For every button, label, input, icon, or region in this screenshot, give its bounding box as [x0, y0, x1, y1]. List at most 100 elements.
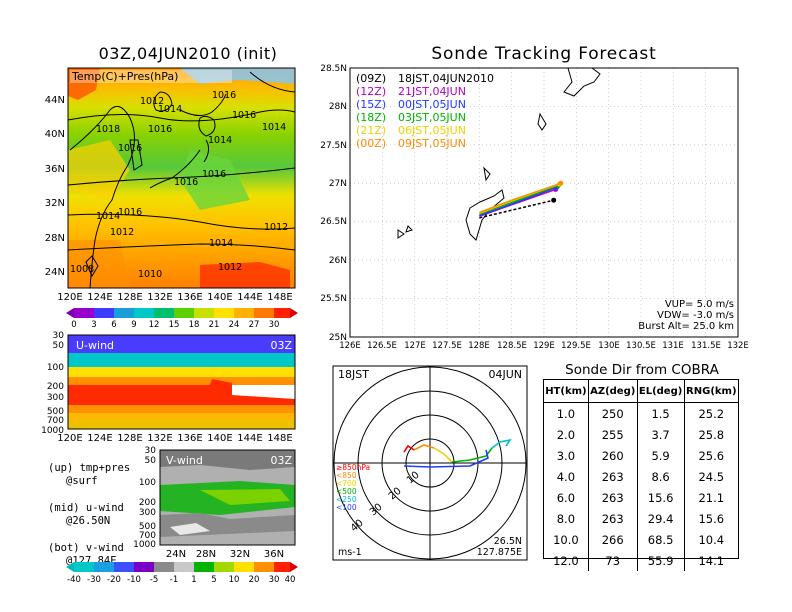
colorbar-label: 21 — [209, 320, 220, 330]
colorbar-label: -20 — [107, 575, 121, 585]
cell-az: 263 — [587, 487, 638, 508]
cell-ht: 3.0 — [556, 448, 576, 463]
vdw-text: VDW= -3.0 m/s — [657, 310, 734, 321]
cell-az: 263 — [587, 466, 638, 487]
tracking-title: Sonde Tracking Forecast — [431, 44, 657, 64]
isobar-label: 1012 — [218, 262, 242, 273]
lon-label: 136E — [177, 292, 202, 303]
cell-rng: 25.8 — [683, 424, 738, 445]
cell-rng: 25.2 — [683, 402, 738, 424]
vwind-y-labels: 30 50 100 200 300 500 700 1000 — [133, 446, 156, 550]
colorbar-label: -30 — [87, 575, 101, 585]
uwind-x-labels: 120E 124E 128E 132E 136E 140E 144E 148E — [57, 433, 292, 444]
colorbar-label: 18 — [189, 320, 200, 330]
table-header-row: HT(km) AZ(deg) EL(deg) RNG(km) — [544, 380, 738, 403]
colorbar-label: 6 — [111, 320, 116, 330]
lon-label: 127E — [404, 341, 426, 351]
lon-label: 129E — [533, 341, 555, 351]
land-region — [68, 140, 130, 200]
colorbar-label: 15 — [169, 320, 180, 330]
vwind-x-labels: 24N 28N 32N 36N — [166, 549, 284, 560]
trajectory-line — [479, 199, 554, 219]
colorbar-label: 27 — [249, 320, 260, 330]
colorbar-label: -1 — [170, 575, 178, 585]
table-title: Sonde Dir from COBRA — [565, 362, 719, 378]
cell-el: 8.6 — [636, 466, 685, 487]
pressure-legend-item: <500 — [336, 487, 357, 496]
trajectory-line — [479, 184, 559, 215]
lon-label: 148E — [267, 292, 292, 303]
y-label: 100 — [139, 478, 156, 488]
y-label: 1000 — [133, 540, 156, 550]
polar-pressure-legend: ≥850hPa <850 <700 <500 <250 <100 — [336, 463, 370, 512]
x-label: 120E — [57, 433, 82, 444]
x-label: 24N — [166, 549, 186, 560]
isobars — [67, 71, 296, 251]
y-label: 50 — [145, 456, 157, 466]
isobar-label: 1018 — [96, 124, 120, 135]
legend-time: 18JST,04JUN2010 — [398, 72, 494, 85]
lon-label: 120E — [57, 292, 82, 303]
colorbar-label: -10 — [127, 575, 141, 585]
lon-label: 128E — [468, 341, 490, 351]
lat-label: 44N — [45, 95, 65, 106]
y-label: 500 — [47, 407, 64, 417]
lon-label: 140E — [207, 292, 232, 303]
cell-rng: 15.6 — [683, 508, 738, 529]
cell-rng: 10.4 — [683, 529, 738, 550]
legend-time: 06JST,05JUN — [398, 124, 466, 137]
cell-el: 29.4 — [636, 508, 685, 529]
lon-label: 132E — [727, 341, 749, 351]
legend-code: (09Z) — [356, 72, 386, 85]
init-map-frame — [67, 67, 296, 289]
uwind-time: 03Z — [270, 339, 292, 352]
lat-label: 28N — [45, 233, 65, 244]
cell-rng: 24.5 — [683, 466, 738, 487]
polar-time: 18JST — [338, 368, 369, 381]
vwind-region — [200, 489, 290, 505]
lon-label: 126E — [339, 341, 361, 351]
tracking-lat-labels: 28.5N 28N 27.5N 27N 26.5N 26N 25.5N 25N — [320, 64, 347, 343]
isobar-label: 1016 — [212, 90, 236, 101]
vup-text: VUP= 5.0 m/s — [665, 299, 734, 310]
colorbar-label: 0 — [71, 320, 76, 330]
x-label: 132E — [147, 433, 172, 444]
colorbar-label: 40 — [285, 575, 296, 585]
hot-region — [200, 262, 290, 288]
vwind-panel: V-wind 03Z 30 50 100 200 300 500 700 100… — [66, 446, 298, 585]
colorbar-label: 9 — [131, 320, 136, 330]
colorbar-label: 10 — [229, 575, 240, 585]
isobar-label: 1016 — [148, 124, 172, 135]
cell-el: 3.7 — [636, 424, 685, 445]
lon-label: 144E — [237, 292, 262, 303]
pressure-legend-item: ≥850hPa — [336, 463, 370, 472]
tracking-frame — [349, 67, 739, 338]
isobar-label: 1016 — [118, 143, 142, 154]
legend-time: 00JST,05JUN — [398, 98, 466, 111]
lon-label: 124E — [87, 292, 112, 303]
tracking-map: 28.5N 28N 27.5N 27N 26.5N 26N 25.5N 25N … — [320, 64, 749, 351]
isobar-label: 1012 — [140, 96, 164, 107]
x-label: 144E — [237, 433, 262, 444]
temp-colorbar — [66, 308, 298, 318]
colorbar-label: -5 — [150, 575, 158, 585]
cell-az: 263 — [587, 508, 638, 529]
wind-colorbar — [66, 562, 298, 572]
colorbar-label: 30 — [269, 575, 280, 585]
lon-label: 131.5E — [691, 341, 721, 351]
cell-rng: 25.6 — [683, 445, 738, 466]
tracking-legend: (09Z) 18JST,04JUN2010 (12Z) 21JST,04JUN … — [356, 72, 494, 150]
uwind-y-labels: 30 50 100 200 300 500 700 1000 — [41, 331, 64, 436]
pressure-legend-item: <100 — [336, 503, 357, 512]
lat-label: 24N — [45, 267, 65, 278]
legend-time: 09JST,05JUN — [398, 137, 466, 150]
lon-label: 128.5E — [497, 341, 527, 351]
init-map-lon-labels: 120E 124E 128E 132E 136E 140E 144E 148E — [57, 292, 292, 303]
init-map-overlay-label: Temp(C)+Pres(hPa) — [71, 70, 178, 83]
cell-ht: 4.0 — [556, 469, 576, 484]
cell-az: 266 — [587, 529, 638, 550]
lat-label: 28N — [329, 102, 347, 112]
y-label: 30 — [53, 331, 65, 341]
header-ht: HT(km) — [544, 380, 589, 403]
table-row: 6.0 263 15.6 21.1 — [544, 487, 738, 508]
